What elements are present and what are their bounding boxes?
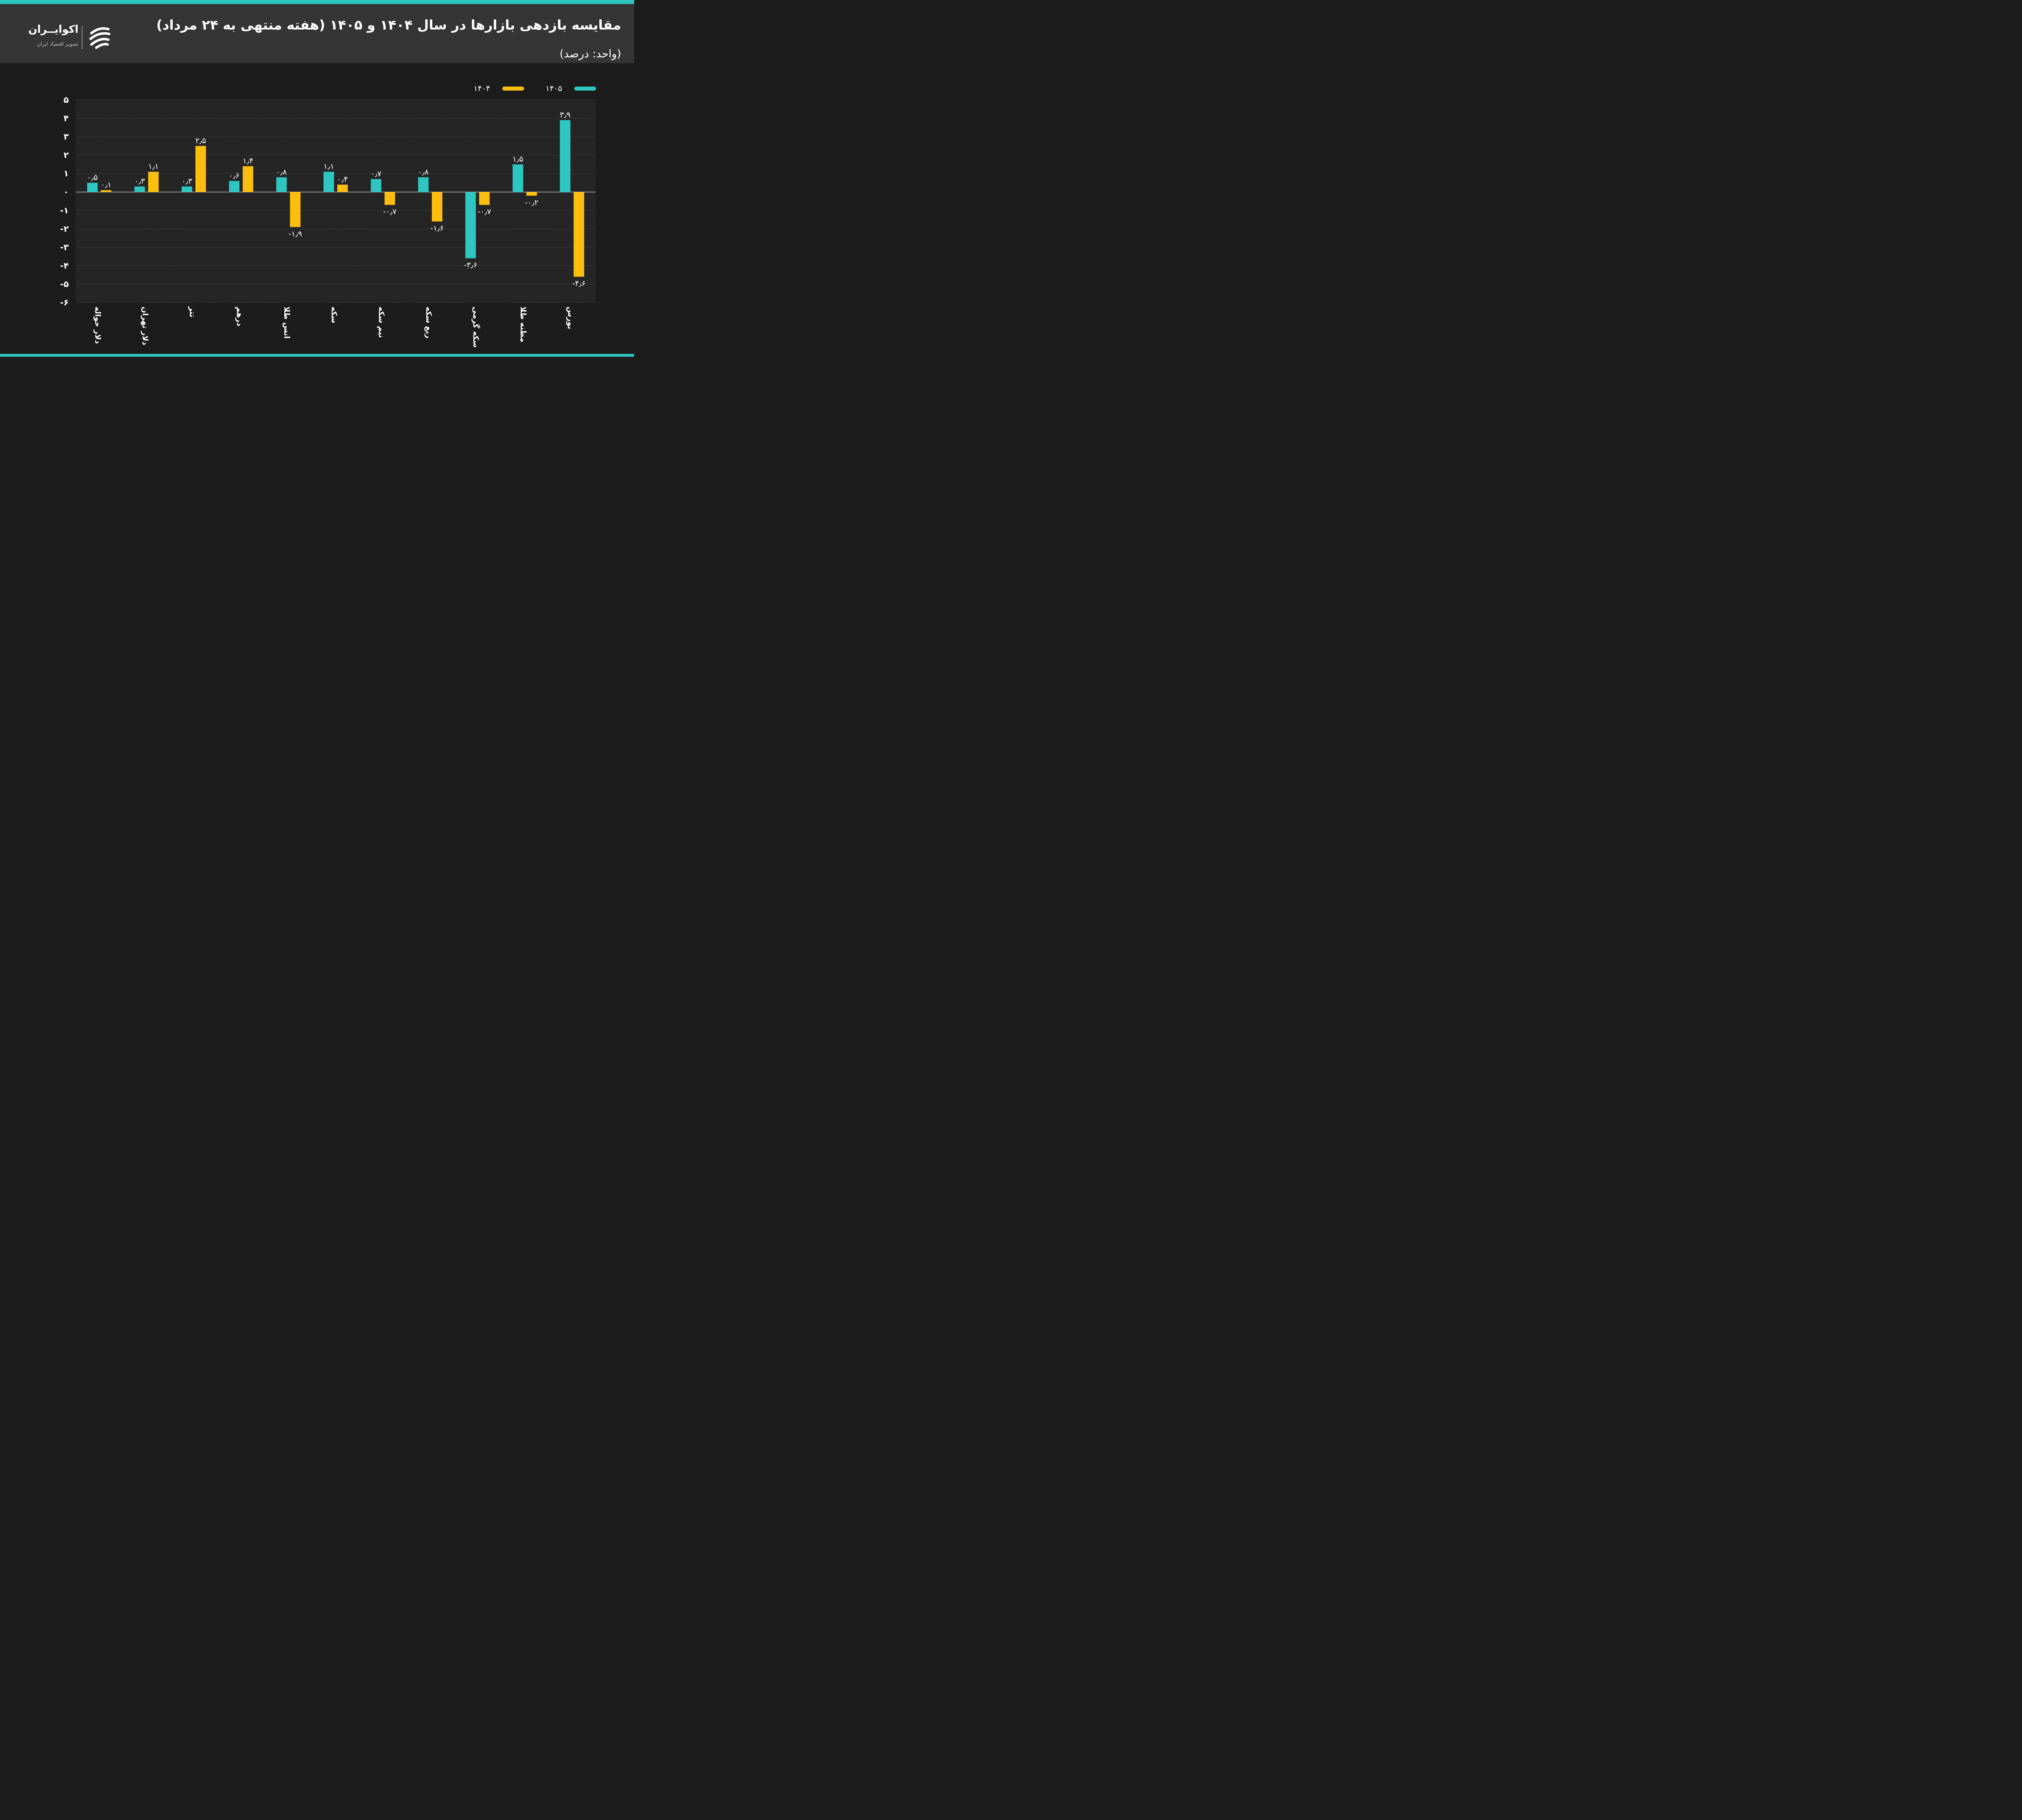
bar-series-2 bbox=[148, 171, 159, 192]
data-label: ۱٫۱ bbox=[148, 162, 159, 171]
category-label: سکه bbox=[330, 307, 338, 323]
category-label: دلار تهران bbox=[140, 307, 149, 345]
logo-tagline: تصویر اقتصاد ایران bbox=[37, 41, 78, 47]
data-label: -۱٫۶ bbox=[430, 224, 444, 233]
legend-swatch bbox=[502, 87, 524, 91]
category-label: بورس bbox=[566, 307, 575, 329]
data-label: ۰٫۳ bbox=[134, 177, 145, 186]
data-label: ۰٫۶ bbox=[229, 171, 240, 180]
data-label: -۰٫۷ bbox=[383, 207, 396, 216]
legend: ۱۴۰۵ ۱۴۰۴ bbox=[474, 84, 596, 93]
category-label: تتر bbox=[188, 306, 197, 317]
y-tick-label: ۴ bbox=[63, 114, 69, 123]
ecoiran-logo-icon bbox=[89, 27, 110, 49]
bar-series-1 bbox=[324, 171, 334, 192]
data-label: -۰٫۷ bbox=[478, 207, 491, 216]
bar-series-1 bbox=[87, 182, 98, 192]
data-label: ۰٫۳ bbox=[182, 177, 192, 186]
bar-series-1 bbox=[134, 186, 145, 192]
category-label: دلار حواله bbox=[93, 307, 102, 344]
category-label: ربع سکه bbox=[424, 307, 433, 339]
bar-series-1 bbox=[418, 177, 429, 192]
data-label: ۰٫۱ bbox=[101, 180, 112, 189]
data-label: -۰٫۲ bbox=[525, 198, 538, 207]
top-accent-bar bbox=[0, 0, 634, 4]
bar-series-1 bbox=[465, 192, 476, 258]
bar-series-1 bbox=[512, 164, 523, 192]
data-label: ۰٫۷ bbox=[371, 169, 382, 178]
y-tick-label: ۵ bbox=[63, 95, 69, 105]
category-label: سکه گرمی bbox=[472, 307, 481, 348]
category-label: نیم سکه bbox=[377, 307, 386, 338]
bar-series-2 bbox=[479, 192, 490, 205]
y-tick-label: ۳ bbox=[63, 132, 69, 142]
y-tick-label: ۱ bbox=[63, 169, 69, 178]
y-tick-label: -۳ bbox=[60, 242, 69, 252]
category-label: درهم bbox=[235, 307, 244, 326]
page-subtitle: (واحد: درصد) bbox=[559, 48, 621, 60]
page: مقایسه بازدهی بازارها در سال ۱۴۰۴ و ۱۴۰۵… bbox=[0, 0, 634, 357]
bar-series-2 bbox=[290, 192, 301, 227]
bar-series-1 bbox=[560, 120, 571, 192]
bar-series-2 bbox=[337, 184, 348, 192]
bar-series-2 bbox=[573, 192, 584, 277]
bar-series-1 bbox=[370, 179, 381, 192]
bar-series-2 bbox=[526, 192, 537, 196]
data-label: ۳٫۹ bbox=[560, 110, 571, 119]
bar-series-2 bbox=[431, 192, 442, 222]
header: مقایسه بازدهی بازارها در سال ۱۴۰۴ و ۱۴۰۵… bbox=[0, 4, 634, 63]
data-label: -۴٫۶ bbox=[572, 279, 586, 288]
data-label: ۲٫۵ bbox=[195, 136, 206, 145]
y-tick-label: -۶ bbox=[60, 298, 69, 307]
data-label: ۰٫۴ bbox=[337, 175, 348, 184]
logo: اکوایــران تصویر اقتصاد ایران bbox=[23, 23, 116, 53]
y-tick-label: -۲ bbox=[60, 224, 69, 234]
y-tick-label: ۲ bbox=[63, 150, 69, 160]
data-label: ۱٫۴ bbox=[243, 157, 254, 165]
grid-layer: ۵ ۴ ۳ ۲ ۱ ۰ -۱ -۲ -۳ -۴ -۵ -۶ bbox=[60, 95, 596, 307]
bottom-accent-bar bbox=[0, 354, 634, 357]
plot-area bbox=[76, 100, 596, 303]
data-label: ۰٫۵ bbox=[87, 173, 98, 182]
page-title: مقایسه بازدهی بازارها در سال ۱۴۰۴ و ۱۴۰۵… bbox=[156, 17, 621, 33]
logo-name: اکوایــران bbox=[28, 23, 78, 36]
data-label: ۰٫۸ bbox=[418, 167, 429, 176]
bar-series-1 bbox=[229, 181, 240, 192]
legend-swatch bbox=[574, 87, 596, 91]
data-label: ۱٫۱ bbox=[324, 162, 334, 171]
bars-layer bbox=[87, 120, 584, 277]
bar-series-1 bbox=[182, 186, 192, 192]
bar-series-1 bbox=[276, 177, 287, 192]
bar-series-2 bbox=[243, 166, 254, 192]
data-label: -۱٫۹ bbox=[288, 229, 302, 238]
data-label: ۱٫۵ bbox=[512, 154, 523, 163]
y-tick-label: ۰ bbox=[63, 187, 69, 197]
bar-series-2 bbox=[384, 192, 395, 205]
data-label: -۳٫۶ bbox=[464, 261, 477, 270]
legend-label: ۱۴۰۵ bbox=[546, 84, 562, 93]
legend-label: ۱۴۰۴ bbox=[474, 84, 490, 93]
y-tick-label: -۵ bbox=[60, 279, 69, 289]
category-label: مظنه طلا bbox=[519, 307, 528, 343]
bar-series-2 bbox=[101, 190, 112, 192]
bar-series-2 bbox=[195, 146, 206, 192]
category-label: انس طلا bbox=[282, 307, 291, 339]
data-label: ۰٫۸ bbox=[276, 167, 287, 176]
y-tick-label: -۴ bbox=[60, 261, 69, 271]
y-tick-label: -۱ bbox=[60, 205, 69, 215]
